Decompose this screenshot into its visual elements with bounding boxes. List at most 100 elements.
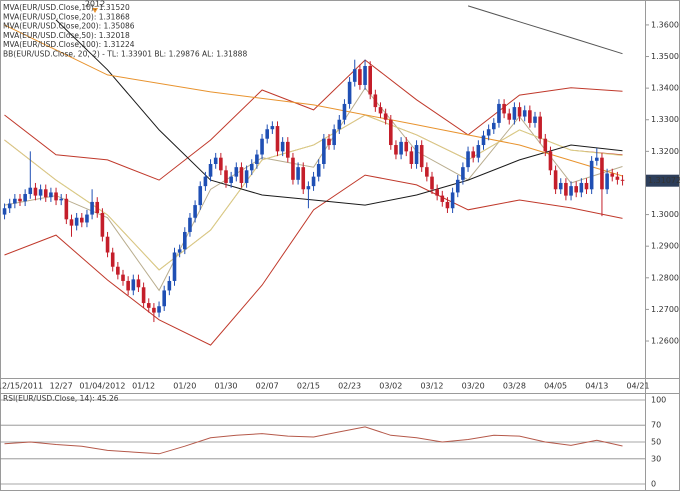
y-tick-label: 1.3500 (651, 52, 679, 61)
candle-body (419, 145, 424, 168)
candle-body (414, 145, 419, 164)
y-tick-label: 1.3000 (651, 210, 679, 219)
candle-body (394, 145, 398, 155)
legend-entry: MVA(EUR/USD.Close,20): 1.31868 (3, 12, 130, 21)
candle-body (466, 151, 470, 168)
x-tick-label: 04/05 (544, 382, 567, 391)
candle-body (589, 160, 594, 190)
candle-body (224, 170, 228, 183)
candle-body (306, 186, 311, 190)
candle-body (455, 179, 460, 193)
x-tick-label: 12/27 (50, 382, 73, 391)
x-tick-label: 03/28 (503, 382, 526, 391)
candle-body (342, 103, 347, 120)
candle-body (337, 119, 342, 130)
candle-body (347, 81, 352, 104)
candle-body (620, 179, 625, 181)
candle-body (538, 116, 542, 139)
y-tick-label: 1.3200 (651, 147, 679, 156)
rsi-title: RSI(EUR/USD.Close, 14): 45.26 (3, 394, 119, 403)
candle-body (579, 182, 584, 193)
y-tick-label: 1.3300 (651, 115, 679, 124)
candle-body (43, 189, 48, 198)
candle-body (239, 167, 244, 183)
candle-body (249, 163, 254, 171)
candle-body (85, 214, 89, 223)
x-tick-label: 01/12 (132, 382, 155, 391)
x-tick-label: 01/20 (173, 382, 196, 391)
candle-body (38, 189, 43, 196)
candle-body (517, 107, 522, 117)
candle-body (208, 163, 213, 177)
candle-body (244, 170, 249, 183)
candle-body (219, 157, 223, 171)
candle-body (286, 141, 290, 158)
candle-body (322, 138, 326, 164)
candle-body (543, 138, 548, 152)
candle-body (507, 113, 512, 120)
candle-body (157, 306, 161, 313)
candle-body (280, 141, 285, 152)
candle-body (33, 187, 38, 196)
candle-body (275, 126, 280, 152)
candle-body (435, 189, 439, 196)
candle-body (18, 198, 22, 202)
candle-body (301, 167, 306, 190)
candle-body (255, 154, 259, 164)
candle-body (389, 119, 393, 146)
legend-entry: BB(EUR/USD.Close, 20, 2) - TL: 1.33901 B… (3, 50, 247, 59)
candle-body (141, 287, 146, 304)
candle-body (363, 66, 367, 85)
candle-body (316, 163, 321, 177)
candle-body (121, 274, 125, 281)
candle-body (152, 307, 156, 313)
candle-body (564, 182, 568, 196)
candle-body (486, 129, 491, 136)
x-tick-label: 12/15/2011 (0, 382, 43, 391)
x-tick-label: 04/21 (626, 382, 649, 391)
candle-body (600, 157, 604, 190)
candle-body (461, 167, 465, 180)
candle-body (548, 151, 553, 171)
candle-body (126, 280, 130, 291)
candle-body (193, 205, 197, 218)
candle-body (59, 198, 63, 201)
candle-body (2, 208, 7, 215)
moving-average-line (467, 5, 623, 55)
legend-entry: MVA(EUR/USD.Close,200): 1.35086 (3, 22, 135, 31)
candle-body (260, 138, 264, 155)
candle-body (595, 157, 599, 161)
candle-body (74, 217, 79, 226)
candle-body (445, 201, 450, 209)
candle-body (167, 280, 172, 291)
candle-body (522, 110, 527, 117)
candle-body (352, 69, 357, 82)
candle-body (291, 157, 295, 180)
candle-body (105, 236, 110, 253)
legend-entry: MVA(EUR/USD.Close,100): 1.31224 (3, 40, 135, 49)
candle-body (450, 192, 455, 209)
candle-body (533, 116, 537, 123)
candle-body (234, 167, 239, 177)
y-tick-label: 0 (651, 480, 656, 489)
candle-body (492, 122, 496, 130)
candle-body (95, 201, 100, 213)
candle-body (136, 279, 141, 288)
candle-body (177, 249, 182, 253)
candle-body (332, 129, 336, 146)
candle-body (327, 138, 331, 146)
candle-body (90, 201, 94, 215)
candle-body (584, 182, 589, 190)
candle-body (368, 66, 372, 95)
candle-body (296, 167, 300, 180)
candle-body (229, 176, 233, 183)
candle-body (49, 192, 53, 198)
candle-body (265, 129, 269, 139)
candle-body (481, 135, 486, 146)
candle-body (528, 110, 532, 123)
candle-body (425, 167, 429, 177)
candle-body (615, 176, 620, 180)
candle-body (373, 94, 378, 108)
candle-body (610, 173, 615, 177)
